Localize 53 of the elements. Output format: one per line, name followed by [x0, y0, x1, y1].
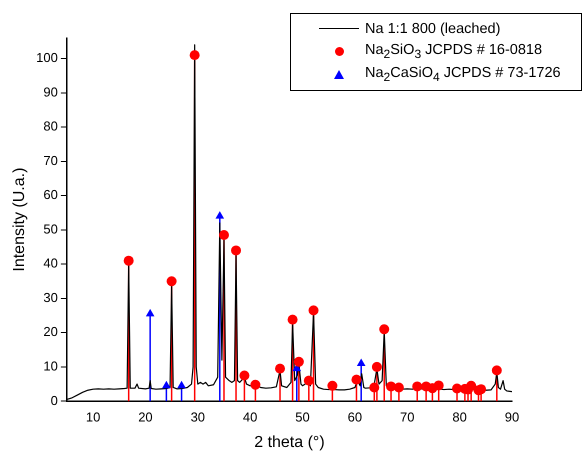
point — [231, 245, 242, 256]
x-tick-label: 60 — [348, 410, 362, 425]
point — [239, 370, 250, 380]
point — [162, 380, 171, 388]
point — [356, 358, 366, 366]
legend-label: Na 1:1 800 (leached) — [365, 20, 500, 36]
point — [250, 380, 260, 390]
point — [351, 374, 362, 385]
point — [369, 382, 380, 392]
point — [327, 380, 338, 391]
point — [372, 362, 382, 372]
point — [124, 256, 134, 266]
point — [308, 305, 319, 316]
point — [476, 384, 486, 394]
y-tick-label: 20 — [43, 324, 58, 340]
point — [166, 276, 177, 286]
x-tick-label: 30 — [190, 410, 206, 425]
y-tick-label: 40 — [43, 256, 58, 271]
x-tick-label: 40 — [242, 410, 258, 425]
y-tick-label: 80 — [43, 118, 58, 134]
y-tick-label: 60 — [43, 187, 58, 202]
y-tick-label: 90 — [43, 84, 58, 100]
point — [304, 376, 314, 386]
point — [218, 230, 229, 240]
y-axis-title: Intensity (U.a.) — [11, 168, 28, 272]
legend-label: Na$_{2}$SiO$_{3}$ JCPDS # 16-0818 — [365, 42, 542, 61]
x-axis-title: 2 theta (°) — [254, 434, 325, 451]
point — [215, 211, 224, 219]
x-tick-label: 90 — [504, 410, 520, 425]
y-tick-label: 70 — [43, 152, 58, 168]
legend-label: Na$_{2}$CaSiO$_{4}$ JCPDS # 73-1726 — [365, 65, 561, 84]
y-tick-label: 50 — [43, 221, 58, 236]
point — [146, 308, 154, 316]
point — [434, 380, 444, 390]
x-tick-label: 70 — [400, 410, 415, 425]
x-tick-label: 80 — [452, 410, 467, 425]
point — [275, 364, 286, 374]
y-tick-label: 100 — [36, 50, 58, 66]
y-tick-label: 10 — [43, 358, 58, 374]
point — [294, 356, 304, 367]
point — [394, 382, 404, 392]
point — [190, 50, 200, 60]
point — [412, 381, 422, 392]
point — [379, 324, 390, 334]
point — [288, 314, 298, 325]
x-tick-label: 10 — [86, 410, 100, 425]
point — [177, 380, 186, 388]
y-tick-label: 0 — [50, 392, 58, 408]
x-tick-label: 50 — [295, 410, 310, 425]
x-tick-label: 20 — [138, 410, 153, 425]
y-tick-label: 30 — [43, 290, 58, 305]
point — [466, 380, 476, 391]
point — [492, 365, 502, 376]
